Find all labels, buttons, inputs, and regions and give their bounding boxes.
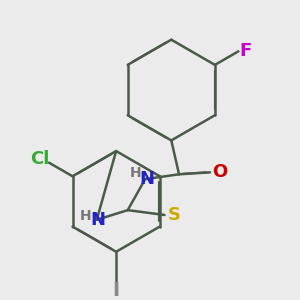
Text: N: N xyxy=(140,170,154,188)
Text: H: H xyxy=(79,209,91,223)
Text: N: N xyxy=(90,211,105,229)
Text: F: F xyxy=(239,42,251,60)
Text: H: H xyxy=(130,166,141,180)
Text: S: S xyxy=(168,206,181,224)
Text: Cl: Cl xyxy=(30,150,49,168)
Text: O: O xyxy=(212,164,227,181)
Text: I: I xyxy=(112,281,120,300)
